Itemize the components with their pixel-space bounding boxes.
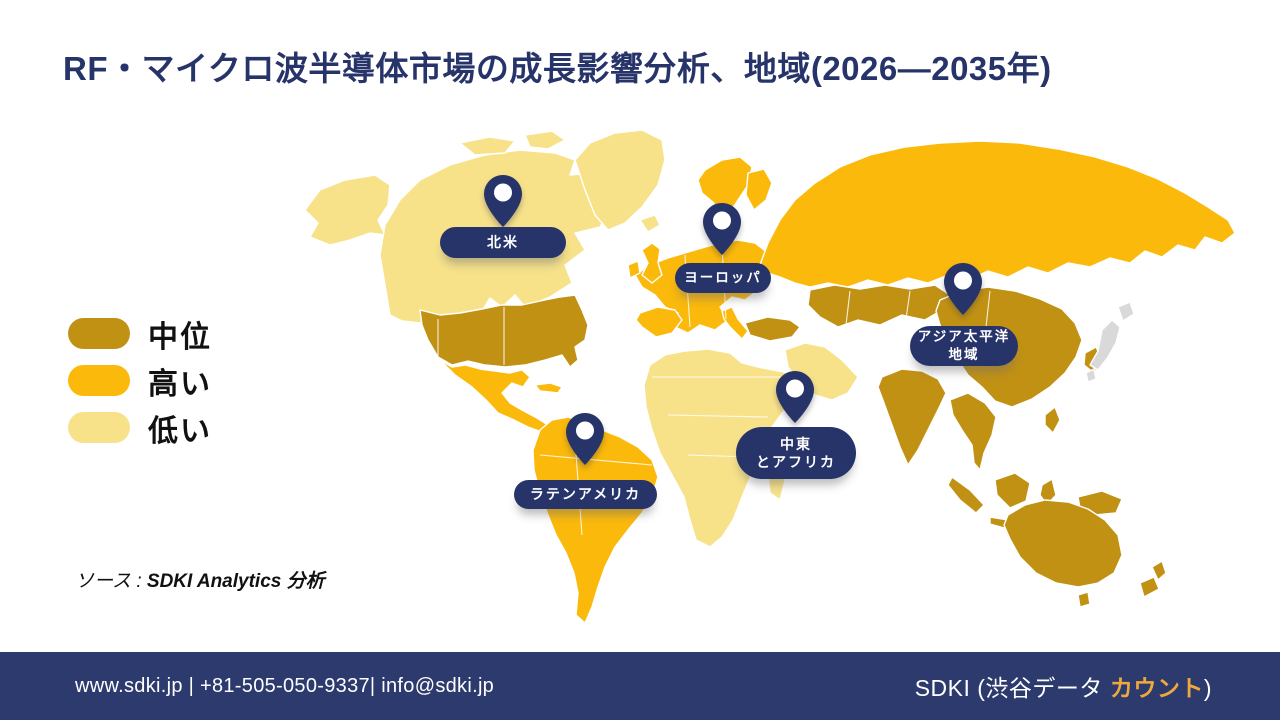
map-region-tasmania — [1077, 591, 1091, 608]
map-region-central-asia — [807, 284, 951, 328]
brand-suffix: ) — [1203, 675, 1212, 701]
source-note: ソース : SDKI Analytics 分析 — [75, 566, 325, 593]
map-pin-north-america — [484, 175, 522, 227]
legend-item-high: 高い — [68, 365, 212, 401]
map-region-caribbean — [534, 382, 563, 394]
source-name: SDKI Analytics — [146, 571, 282, 592]
legend-item-medium: 中位 — [68, 318, 212, 354]
map-region-italy — [721, 306, 749, 340]
world-map-svg — [304, 129, 1236, 624]
region-label-north-america: 北米 — [440, 227, 566, 258]
map-pin-middle-east-africa — [776, 371, 814, 423]
map-region-japan — [1085, 301, 1135, 383]
map-region-new-zealand — [1139, 560, 1167, 598]
map-region-arctic-islands — [459, 130, 566, 156]
map-region-greenland — [574, 129, 666, 231]
legend-item-low: 低い — [68, 412, 212, 448]
map-region-alaska — [304, 174, 391, 246]
map-region-philippines — [1044, 406, 1061, 434]
map-region-mexico-central-america — [439, 359, 549, 433]
page-title: RF・マイクロ波半導体市場の成長影響分析、地域(2026—2035年) — [63, 50, 1052, 87]
legend-swatch-high — [68, 365, 130, 396]
region-label-text: 地域 — [948, 347, 980, 362]
map-region-sumatra — [947, 476, 985, 514]
map-pin-latin-america — [566, 413, 604, 465]
map-region-india — [877, 368, 947, 466]
legend-swatch-medium — [68, 318, 130, 349]
map-region-iceland — [639, 214, 661, 233]
footer-brand: SDKI (渋谷データ カウント) — [915, 669, 1212, 703]
map-region-russia — [759, 140, 1236, 288]
map-region-finland — [745, 168, 773, 211]
map-region-australia — [1003, 499, 1123, 588]
map-region-turkey — [744, 316, 801, 342]
map-region-uk — [641, 242, 663, 284]
map-region-ireland — [627, 260, 641, 279]
region-label-text: 中東 — [780, 435, 812, 452]
source-prefix: ソース : — [75, 571, 147, 592]
world-map — [290, 115, 1250, 650]
brand-prefix: SDKI (渋谷データ — [914, 675, 1110, 701]
region-label-europe: ヨーロッパ — [675, 263, 771, 293]
brand-accent: カウント — [1109, 675, 1204, 701]
legend-label: 高い — [148, 367, 212, 401]
region-label-text: アジア太平洋 — [917, 329, 1011, 345]
map-region-south-america — [532, 416, 659, 624]
footer-bar: www.sdki.jp | +81-505-050-9337| info@sdk… — [0, 652, 1280, 720]
region-label-text: ラテンアメリカ — [529, 486, 642, 503]
region-label-text: ヨーロッパ — [684, 270, 762, 286]
region-label-text: 北米 — [487, 234, 519, 251]
map-pin-europe — [703, 203, 741, 255]
footer-contact: www.sdki.jp | +81-505-050-9337| info@sdk… — [75, 674, 495, 697]
legend-label: 低い — [148, 414, 212, 448]
region-label-asia-pacific: アジア太平洋 地域 — [910, 326, 1018, 366]
map-pin-asia-pacific — [944, 263, 982, 315]
source-suffix: 分析 — [281, 571, 325, 592]
region-label-text: とアフリカ — [756, 454, 836, 470]
legend-label: 中位 — [148, 320, 212, 354]
region-label-latin-america: ラテンアメリカ — [514, 480, 657, 509]
map-region-borneo — [994, 472, 1031, 509]
region-label-middle-east-africa: 中東 とアフリカ — [736, 427, 856, 479]
map-region-iberia — [635, 306, 683, 338]
map-region-southeast-asia — [949, 392, 997, 471]
legend: 中位 高い 低い — [68, 318, 212, 459]
legend-swatch-low — [68, 412, 130, 443]
